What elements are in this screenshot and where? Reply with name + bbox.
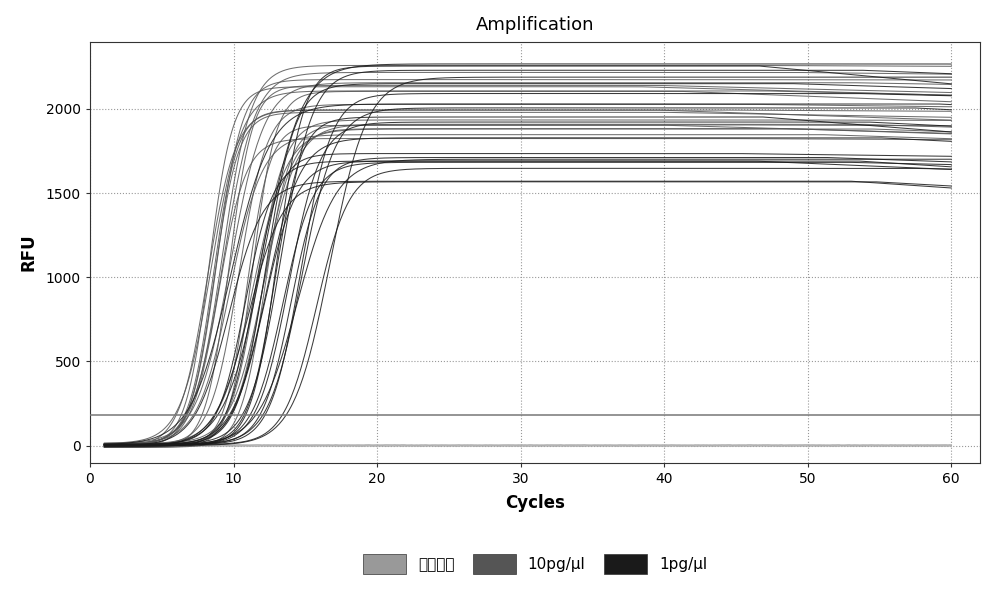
Title: Amplification: Amplification <box>476 17 594 34</box>
Legend: 阴性对照, 10pg/μl, 1pg/μl: 阴性对照, 10pg/μl, 1pg/μl <box>355 546 715 581</box>
Y-axis label: RFU: RFU <box>20 233 38 271</box>
X-axis label: Cycles: Cycles <box>505 494 565 512</box>
